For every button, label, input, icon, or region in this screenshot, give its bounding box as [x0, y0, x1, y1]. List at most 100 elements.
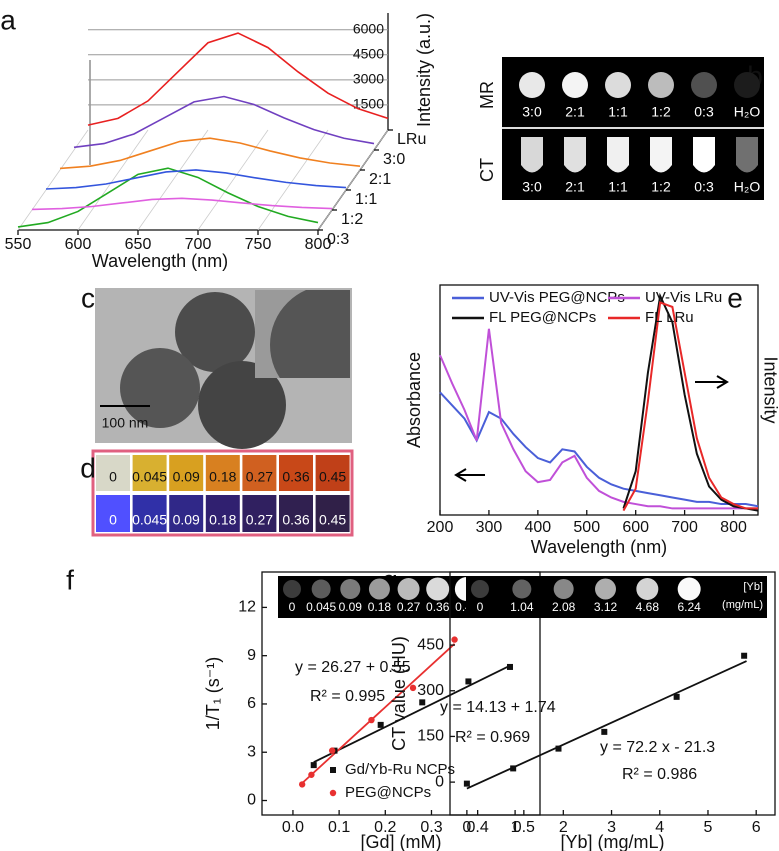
x-tick-label: 800 — [305, 236, 332, 253]
point — [463, 780, 470, 787]
particle — [175, 292, 255, 372]
phantom — [283, 580, 301, 598]
x-tick-label: 700 — [671, 519, 698, 536]
annotation: y = 14.13 + 1.74 — [440, 699, 556, 716]
x-tick-label: 0.5 — [513, 819, 535, 836]
conc-label: 0.09 — [173, 512, 200, 528]
conc-label: 0.27 — [246, 469, 273, 485]
vial — [205, 455, 240, 491]
sample-label: 2:1 — [565, 179, 585, 195]
panel-label: c — [81, 282, 95, 313]
phantom — [368, 578, 390, 600]
x-tick-label: 200 — [427, 519, 454, 536]
line — [622, 292, 759, 512]
vial — [279, 455, 313, 491]
x-tick-label: 3 — [607, 819, 616, 836]
annotation: R² = 0.969 — [455, 729, 530, 746]
phantom — [512, 579, 532, 599]
mr-sample — [648, 72, 674, 98]
x-tick-label: 700 — [185, 236, 212, 253]
vial-fl — [169, 495, 204, 532]
legend-label: UV-Vis PEG@NCPs — [489, 289, 625, 306]
inset-label: 2.08 — [552, 600, 576, 614]
sample-label: 0:3 — [694, 104, 714, 120]
x-axis-label: Wavelength (nm) — [92, 251, 228, 271]
arrow — [695, 375, 729, 389]
conc-label: 0 — [109, 469, 117, 485]
phantom — [426, 577, 450, 601]
conc-label: 0.27 — [246, 512, 273, 528]
inset-label: 0.36 — [426, 600, 450, 614]
spectrum — [59, 137, 361, 170]
mr-sample — [605, 72, 631, 98]
fit-line — [301, 643, 456, 784]
y-tick-label: 4500 — [353, 45, 384, 61]
y-tick-label: 1500 — [353, 96, 384, 112]
sample-label: 1:2 — [651, 179, 671, 195]
fit-line — [313, 664, 511, 764]
x-tick-label: 550 — [5, 236, 32, 253]
point — [419, 699, 426, 706]
vial-fl — [279, 495, 313, 532]
mr-sample — [691, 72, 717, 98]
panel-label: a — [0, 4, 16, 35]
vial — [96, 455, 130, 491]
x-tick-label: 650 — [125, 236, 152, 253]
vial — [169, 455, 204, 491]
x-tick-label: 0.3 — [420, 819, 442, 836]
plot-frame — [449, 571, 776, 816]
line — [622, 301, 758, 512]
y-tick-label: 150 — [417, 728, 444, 745]
floor-line — [317, 129, 389, 231]
point — [310, 762, 317, 769]
conc-label: 0.09 — [173, 469, 200, 485]
y-tick-label: 12 — [238, 599, 256, 616]
x-tick-label: 0.1 — [328, 819, 350, 836]
legend-label: PEG@NCPs — [345, 784, 431, 801]
spectrum — [87, 32, 389, 126]
sample-label: 3:0 — [522, 104, 542, 120]
floor-line — [77, 129, 149, 231]
y-axis-label: Intensity (a.u.) — [414, 13, 434, 127]
floor-line — [17, 129, 89, 231]
row-label: MR — [477, 81, 497, 109]
panel-label: f — [66, 564, 74, 595]
phantom — [553, 579, 574, 599]
vial — [242, 455, 277, 491]
panel-label: e — [727, 282, 743, 313]
x-tick-label: 0 — [462, 819, 471, 836]
ct-sample — [564, 137, 586, 173]
sample-label: H₂O — [734, 104, 761, 120]
scale-bar-label: 100 nm — [102, 415, 149, 431]
inset-label: 0.27 — [397, 600, 421, 614]
legend-label: Gd/Yb-Ru NCPs — [345, 761, 455, 778]
x-tick-label: 750 — [245, 236, 272, 253]
vial-fl — [132, 495, 167, 532]
row-label: CT — [477, 158, 497, 182]
point — [298, 781, 306, 788]
x-tick-label: 0.4 — [467, 819, 489, 836]
inset-label: 4.68 — [636, 600, 660, 614]
inset-label: 0 — [477, 600, 484, 614]
y-tick-label: 0 — [435, 773, 444, 790]
spectrum — [73, 95, 375, 149]
inset-label: 3.12 — [594, 600, 618, 614]
inset-label: 0.18 — [368, 600, 392, 614]
particle — [270, 290, 350, 378]
particle — [198, 361, 286, 449]
annotation: R² = 0.995 — [310, 688, 385, 705]
point — [555, 745, 562, 752]
x-tick-label: 2 — [559, 819, 568, 836]
phantom — [677, 577, 701, 601]
series-label: 0:3 — [327, 231, 349, 248]
annotation: y = 26.27 + 0.55 — [295, 659, 411, 676]
point — [368, 716, 375, 724]
phantom — [636, 578, 659, 600]
mr-sample — [562, 72, 588, 98]
point — [451, 636, 458, 643]
x-tick-label: 800 — [720, 519, 747, 536]
sample-label: 1:2 — [651, 104, 671, 120]
conc-label: 0.45 — [319, 512, 346, 528]
point — [308, 771, 315, 778]
point — [741, 652, 748, 659]
